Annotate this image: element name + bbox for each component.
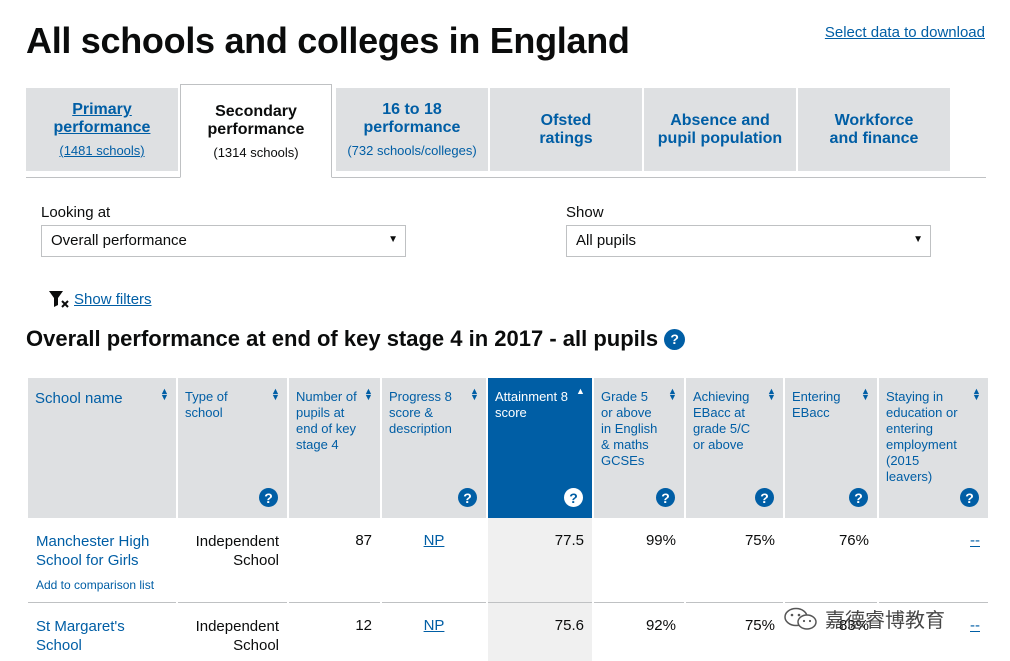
column-header-label: Staying in education or entering employm… <box>886 389 958 484</box>
tab-ofsted-ratings[interactable]: Ofsted ratings <box>490 88 642 171</box>
tab-primary-performance[interactable]: Primary performance (1481 schools) <box>26 88 178 171</box>
column-header-grade-5-english-maths[interactable]: Grade 5 or above in English & maths GCSE… <box>594 378 684 518</box>
staying-link[interactable]: -- <box>970 617 980 634</box>
school-link[interactable]: Manchester High School for Girls <box>36 533 150 569</box>
section-heading: Overall performance at end of key stage … <box>26 326 686 352</box>
results-table: School name ▲ ▼ Type of school ▲ ▼ ? Numbe… <box>26 378 990 661</box>
tab-count: (1314 schools) <box>213 144 299 160</box>
tab-label: Absence and pupil population <box>657 111 783 147</box>
column-header-type-of-school[interactable]: Type of school ▲ ▼ ? <box>178 378 287 518</box>
looking-at-label: Looking at <box>41 204 111 221</box>
show-label: Show <box>566 204 604 221</box>
school-type-cell: Independent School <box>178 518 287 603</box>
looking-at-select[interactable]: Overall performance ▼ <box>41 225 406 257</box>
attainment-8-cell: 75.6 <box>488 603 592 661</box>
column-header-progress-8[interactable]: Progress 8 score & description ▲ ▼ ? <box>382 378 486 518</box>
help-icon[interactable]: ? <box>458 488 477 507</box>
sort-icon[interactable]: ▲ ▼ <box>668 386 677 402</box>
sort-icon[interactable]: ▲ ▼ <box>972 386 981 402</box>
progress-8-link[interactable]: NP <box>423 532 445 549</box>
school-link[interactable]: St Margaret's School <box>36 618 125 654</box>
help-icon[interactable]: ? <box>259 488 278 507</box>
column-header-label: Entering EBacc <box>792 389 841 420</box>
column-header-attainment-8[interactable]: Attainment 8 score ▲ ? <box>488 378 592 518</box>
pupil-count-cell: 12 <box>289 603 380 661</box>
column-header-number-of-pupils[interactable]: Number of pupils at end of key stage 4 ▲… <box>289 378 380 518</box>
ebacc-achieve-cell: 75% <box>686 603 783 661</box>
progress-8-cell: NP <box>382 518 486 603</box>
help-icon[interactable]: ? <box>849 488 868 507</box>
looking-at-value: Overall performance <box>51 232 187 249</box>
progress-8-link[interactable]: NP <box>423 617 445 634</box>
column-header-label: Progress 8 score & description <box>389 389 452 436</box>
sort-icon[interactable]: ▲ ▼ <box>271 386 280 402</box>
ebacc-enter-cell: 83% <box>785 603 877 661</box>
sort-icon[interactable]: ▲ ▼ <box>861 386 870 402</box>
grade-5-cell: 99% <box>594 518 684 603</box>
tab-label: Primary performance <box>53 101 151 136</box>
show-value: All pupils <box>576 232 637 249</box>
school-name-cell: St Margaret's School <box>28 603 176 661</box>
sort-ascending-icon[interactable]: ▲ <box>576 386 585 396</box>
filter-funnel-icon <box>49 291 69 308</box>
watermark: 嘉德睿博教育 <box>783 604 945 633</box>
column-header-entering-ebacc[interactable]: Entering EBacc ▲ ▼ ? <box>785 378 877 518</box>
page-title: All schools and colleges in England <box>26 20 630 61</box>
tab-label: Secondary performance <box>207 102 305 138</box>
grade-5-cell: 92% <box>594 603 684 661</box>
column-header-label: Grade 5 or above in English & maths GCSE… <box>601 389 658 468</box>
ebacc-enter-cell: 76% <box>785 518 877 603</box>
tab-label: 16 to 18 performance <box>363 101 461 136</box>
column-header-label: Type of school <box>185 389 228 420</box>
tab-workforce-finance[interactable]: Workforce and finance <box>798 88 950 171</box>
help-icon[interactable]: ? <box>564 488 583 507</box>
school-type-cell: Independent School <box>178 603 287 661</box>
show-filters-link[interactable]: Show filters <box>74 290 152 308</box>
column-header-label: Achieving EBacc at grade 5/C or above <box>693 389 751 452</box>
help-icon[interactable]: ? <box>755 488 774 507</box>
tab-label: Ofsted ratings <box>539 111 593 147</box>
pupil-count-cell: 87 <box>289 518 380 603</box>
select-data-download-link[interactable]: Select data to download <box>824 24 985 41</box>
ebacc-achieve-cell: 75% <box>686 518 783 603</box>
column-header-staying-in-education[interactable]: Staying in education or entering employm… <box>879 378 988 518</box>
column-header-label: School name <box>35 390 123 407</box>
column-header-label: Number of pupils at end of key stage 4 <box>296 389 357 452</box>
staying-cell: -- <box>879 518 988 603</box>
help-icon[interactable]: ? <box>656 488 675 507</box>
tab-count: (1481 schools) <box>59 143 145 158</box>
column-header-label: Attainment 8 score <box>495 389 568 420</box>
table-row: Manchester High School for Girls Add to … <box>28 518 988 603</box>
tab-count: (732 schools/colleges) <box>347 143 477 158</box>
sort-icon[interactable]: ▲ ▼ <box>364 386 373 402</box>
tab-absence-pupil-population[interactable]: Absence and pupil population <box>644 88 796 171</box>
dropdown-arrow-icon: ▼ <box>913 234 923 245</box>
wechat-icon <box>784 607 817 630</box>
section-title-text: Overall performance at end of key stage … <box>26 326 659 351</box>
column-header-school-name[interactable]: School name ▲ ▼ <box>28 378 176 518</box>
sort-icon[interactable]: ▲ ▼ <box>470 386 479 402</box>
column-header-achieving-ebacc[interactable]: Achieving EBacc at grade 5/C or above ▲ ▼… <box>686 378 783 518</box>
staying-cell: -- <box>879 603 988 661</box>
school-name-cell: Manchester High School for Girls Add to … <box>28 518 176 603</box>
sort-icon[interactable]: ▲ ▼ <box>160 386 169 402</box>
performance-tabs: Primary performance (1481 schools) Secon… <box>26 84 986 178</box>
table-header-row: School name ▲ ▼ Type of school ▲ ▼ ? Numbe… <box>28 378 988 518</box>
dropdown-arrow-icon: ▼ <box>388 234 398 245</box>
tab-secondary-performance[interactable]: Secondary performance (1314 schools) <box>180 84 332 178</box>
staying-link[interactable]: -- <box>970 532 980 549</box>
add-to-comparison-link[interactable]: Add to comparison list <box>36 578 155 592</box>
help-icon[interactable]: ? <box>664 328 686 350</box>
tab-label: Workforce and finance <box>829 111 919 147</box>
progress-8-cell: NP <box>382 603 486 661</box>
watermark-text: 嘉德睿博教育 <box>825 610 945 632</box>
table-row: St Margaret's School Independent School … <box>28 603 988 661</box>
show-filters-toggle[interactable]: Show filters <box>48 290 152 308</box>
help-icon[interactable]: ? <box>960 488 979 507</box>
attainment-8-cell: 77.5 <box>488 518 592 603</box>
tab-16-to-18-performance[interactable]: 16 to 18 performance (732 schools/colleg… <box>336 88 488 171</box>
sort-icon[interactable]: ▲ ▼ <box>767 386 776 402</box>
show-select[interactable]: All pupils ▼ <box>566 225 931 257</box>
